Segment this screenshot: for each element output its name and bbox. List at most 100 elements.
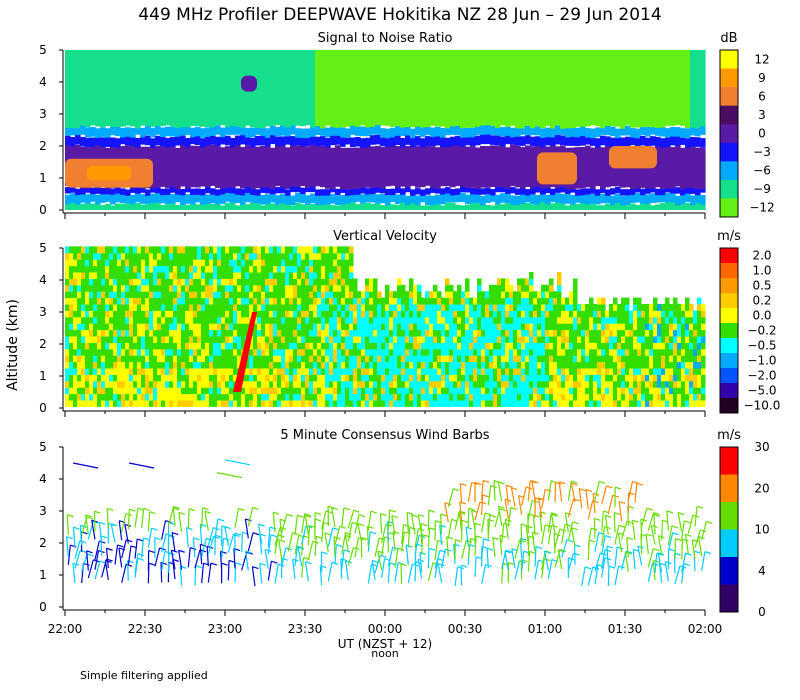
snr-cell	[205, 194, 211, 205]
vv-cell	[217, 348, 222, 356]
wind-barb-flag	[435, 520, 442, 524]
vv-cell	[285, 393, 290, 401]
snr-cell	[180, 135, 186, 146]
wind-barb	[104, 560, 109, 580]
vv-cell	[661, 304, 666, 311]
vv-cell	[209, 380, 214, 388]
vv-cell	[205, 336, 210, 343]
vv-cell	[201, 400, 206, 407]
vv-cell	[73, 368, 78, 375]
snr-cell	[65, 50, 71, 129]
vv-cell	[81, 361, 86, 369]
wind-barb	[234, 562, 237, 583]
snr-cell	[160, 127, 166, 138]
vv-cell	[237, 348, 242, 356]
snr-cell	[250, 192, 256, 203]
vv-cell	[289, 272, 294, 279]
vv-cell	[125, 393, 130, 401]
vv-cell	[89, 355, 94, 363]
snr-cell	[305, 185, 311, 193]
snr-cell	[190, 195, 196, 205]
vv-cell	[541, 323, 546, 331]
vv-cell	[613, 316, 618, 324]
vv-cell	[285, 272, 290, 279]
wind-barb	[67, 544, 71, 565]
vv-cell	[405, 291, 410, 299]
vv-cell	[165, 336, 170, 343]
snr-cell	[165, 204, 171, 210]
vv-cell	[241, 304, 246, 311]
snr-cell	[490, 145, 496, 187]
snr-cell	[135, 137, 141, 148]
vv-cell	[529, 361, 534, 369]
vv-cell	[157, 278, 162, 286]
vv-cell	[261, 400, 266, 407]
vv-cell	[321, 348, 326, 356]
snr-unit: dB	[720, 31, 737, 46]
vv-cell	[497, 310, 502, 318]
vv-cell	[233, 361, 238, 369]
vv-cell	[345, 265, 350, 273]
vv-cell	[677, 304, 682, 311]
vv-cell	[321, 329, 326, 337]
vv-cell	[541, 291, 546, 299]
vv-cell	[157, 400, 162, 407]
vv-cell	[517, 368, 522, 375]
snr-cell	[475, 193, 481, 203]
vv-cell	[209, 265, 214, 273]
vv-cell	[105, 342, 110, 350]
wind-barb	[504, 550, 509, 571]
vv-cell	[325, 259, 330, 267]
snr-cell	[680, 204, 686, 210]
snr-cell	[175, 50, 181, 129]
vv-cell	[169, 284, 174, 292]
wind-barb-flag	[106, 547, 113, 551]
vv-cell	[209, 284, 214, 292]
vv-cell	[177, 329, 182, 337]
vv-cell	[433, 329, 438, 337]
snr-cell	[445, 192, 451, 203]
wind-barb-flag	[508, 561, 515, 566]
vv-cell	[625, 316, 630, 324]
vv-cell	[601, 310, 606, 318]
wind-barb-flag	[188, 508, 196, 512]
vv-cell	[173, 329, 178, 337]
vv-cell	[217, 265, 222, 273]
snr-cell	[185, 146, 191, 189]
wind-barb	[141, 508, 145, 529]
vv-cell	[149, 380, 154, 388]
vv-cell	[349, 387, 354, 395]
vv-cell	[433, 348, 438, 356]
vv-cell	[401, 368, 406, 375]
vv-cell	[637, 304, 642, 311]
snr-cell	[360, 138, 366, 148]
vv-cell	[309, 265, 314, 273]
vv-cell	[401, 336, 406, 343]
vv-cell	[269, 291, 274, 299]
vv-cell	[585, 316, 590, 324]
vv-cell	[329, 284, 334, 292]
vv-cell	[661, 368, 666, 375]
wind-barb	[227, 534, 235, 553]
vv-cell	[269, 323, 274, 331]
vv-cell	[673, 400, 678, 407]
vv-cell	[637, 355, 642, 363]
vv-cell	[349, 284, 354, 292]
vv-cell	[313, 259, 318, 267]
vv-cell	[165, 374, 170, 382]
vv-cell	[97, 304, 102, 311]
snr-cell	[680, 135, 686, 145]
vv-cell	[565, 297, 570, 305]
vv-cell	[397, 348, 402, 356]
vv-cell	[661, 393, 666, 401]
vv-cell	[569, 310, 574, 318]
vv-cell	[145, 291, 150, 299]
vv-cell	[445, 278, 450, 286]
vv-cell	[125, 304, 130, 311]
vv-cell	[169, 304, 174, 311]
vv-cell	[461, 368, 466, 375]
vv-cell	[109, 304, 114, 311]
vv-cell	[125, 348, 130, 356]
vv-cell	[621, 348, 626, 356]
vv-cell	[625, 361, 630, 369]
